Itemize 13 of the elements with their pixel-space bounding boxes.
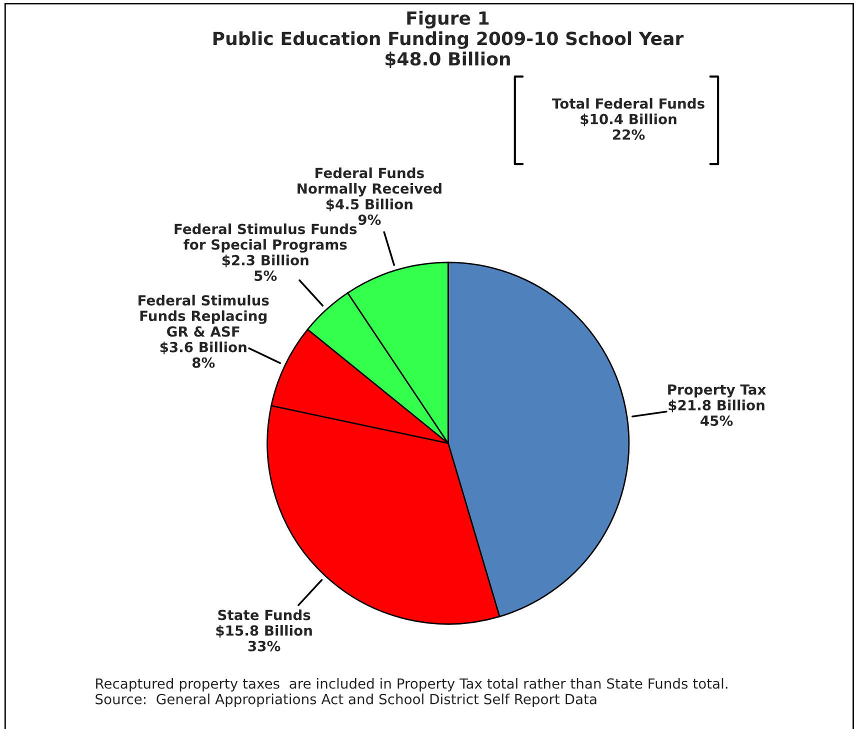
- data-label: $21.8 Billion 45%: [668, 400, 764, 426]
- data-label: $15.8 Billion 33%: [216, 625, 312, 652]
- text: Total Federal Funds $10.4 Billion 22%: [552, 98, 704, 140]
- chart-title: Figure 1 Public Education Funding 2009-10 School Year $48.0 Billion: [213, 10, 684, 68]
- slice-label: State Funds: [218, 609, 310, 620]
- slice-label: Federal Funds Normally Received: [298, 167, 442, 197]
- slice-label: Property Tax: [668, 384, 766, 398]
- data-label: $3.6 Billion 8%: [160, 342, 246, 368]
- slice-label: Federal Stimulus Funds Replacing GR & ASF: [138, 294, 269, 337]
- slice-label: Federal Stimulus Funds for Special Programs: [174, 223, 357, 253]
- data-label: $4.5 Billion 9%: [326, 198, 412, 225]
- data-label: $2.3 Billion 5%: [222, 254, 308, 281]
- text: Recaptured property taxes are included in Property Tax total rather than State Funds total. Source: General Appropriations Act and School District Self Report Data: [96, 678, 728, 708]
